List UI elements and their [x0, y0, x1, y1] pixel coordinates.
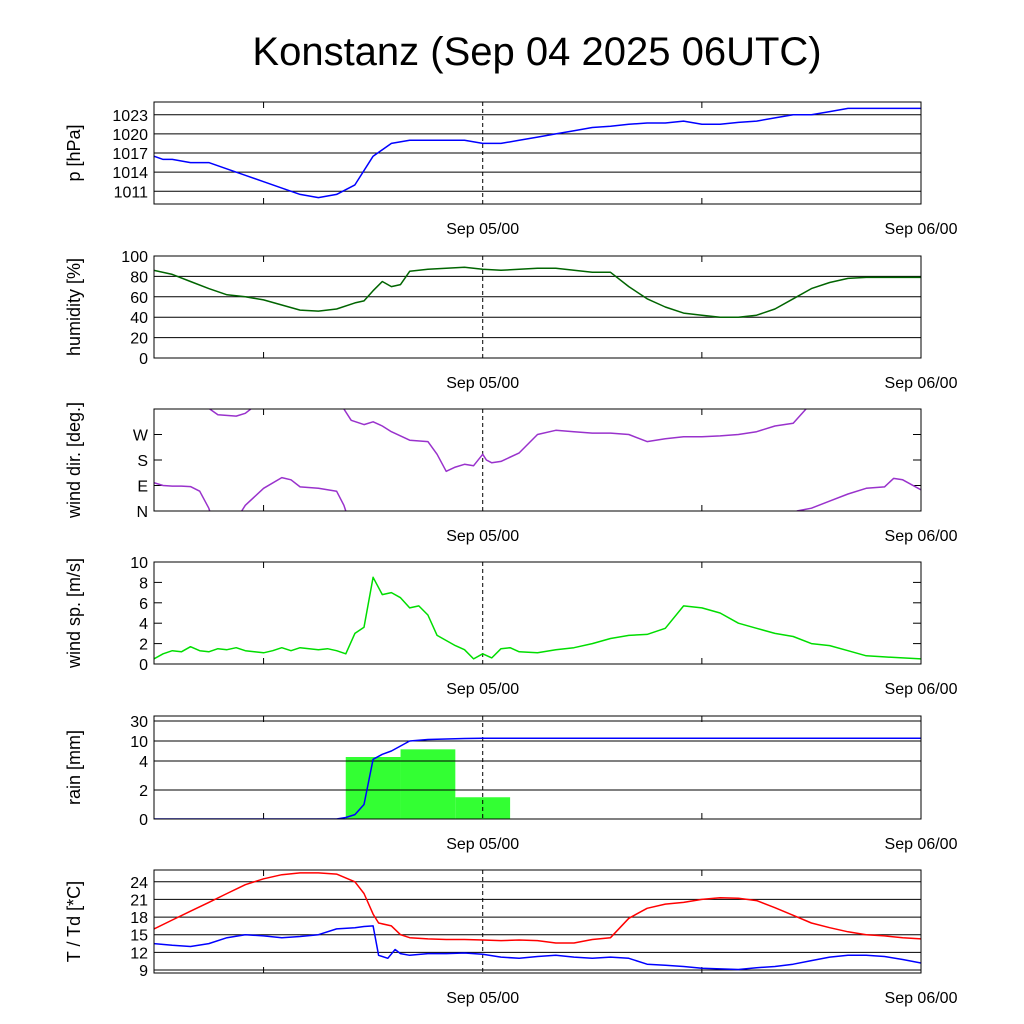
y-axis-label: humidity [%]	[64, 258, 84, 356]
x-tick-label: Sep 06/00	[885, 836, 958, 853]
panel-frame	[153, 561, 922, 665]
y-tick-label: 1017	[112, 146, 148, 163]
y-tick-label: 10	[130, 555, 148, 572]
y-axis-label: wind sp. [m/s]	[64, 558, 84, 669]
y-axis-label: wind dir. [deg.]	[64, 402, 84, 519]
series-group	[154, 107, 921, 199]
y-axis-label: rain [mm]	[64, 730, 84, 805]
series-line	[154, 266, 921, 318]
panel-frame	[153, 101, 922, 205]
y-tick-label: 1023	[112, 108, 148, 125]
chart-title: Konstanz (Sep 04 2025 06UTC)	[252, 30, 821, 74]
y-tick-label: 0	[139, 812, 148, 829]
y-tick-label: 0	[139, 657, 148, 674]
y-tick-label: 10	[130, 734, 148, 751]
y-tick-label: 9	[139, 963, 148, 980]
y-tick-label: W	[133, 428, 149, 445]
series-line	[154, 576, 921, 660]
x-tick-label: Sep 06/00	[885, 990, 958, 1007]
y-tick-label: 80	[130, 269, 148, 286]
panel-frame	[153, 715, 922, 820]
y-tick-label: 21	[130, 892, 148, 909]
y-tick-label: 8	[139, 575, 148, 592]
y-tick-label: 12	[130, 945, 148, 962]
rain-bar	[400, 749, 456, 819]
series-line	[154, 872, 921, 944]
x-tick-label: Sep 05/00	[446, 221, 519, 238]
series-group	[154, 409, 921, 511]
x-tick-label: Sep 06/00	[885, 681, 958, 698]
panel-frame	[153, 255, 922, 359]
panel-wind_speed: 0 2 4 6 8 10 Sep 05/00 Sep 06/00 wind sp. [m/s]	[64, 555, 958, 698]
x-tick-label: Sep 05/00	[446, 375, 519, 392]
y-tick-label: 6	[139, 596, 148, 613]
panel-rain: 0 2 4 10 30 Sep 05/00 Sep 06/00 rain [mm]	[64, 714, 958, 853]
y-tick-label: 15	[130, 928, 148, 945]
series-line	[343, 409, 807, 473]
y-tick-label: 100	[121, 249, 148, 266]
y-axis-label: T / Td [*C]	[64, 881, 84, 962]
panel-humidity: 0 20 40 60 80 100 Sep 05/00 Sep 06/00 humidity […	[64, 249, 958, 392]
series-line	[154, 107, 921, 199]
series-group	[154, 737, 921, 819]
y-tick-label: S	[137, 453, 148, 470]
y-tick-label: 40	[130, 310, 148, 327]
x-tick-label: Sep 05/00	[446, 528, 519, 545]
x-tick-label: Sep 06/00	[885, 375, 958, 392]
series-line	[154, 737, 921, 819]
y-tick-label: 1011	[114, 184, 149, 201]
series-group	[154, 872, 921, 971]
series-line	[209, 409, 252, 417]
panel-pressure: 1011 1014 1017 1020 1023 Sep 05/00 Sep 06/00 p …	[64, 101, 958, 238]
y-tick-label: 1020	[112, 127, 148, 144]
y-tick-label: 20	[130, 331, 148, 348]
y-tick-label: E	[137, 479, 148, 496]
y-tick-label: 18	[130, 910, 148, 927]
y-tick-label: 4	[139, 616, 148, 633]
rain-bar	[345, 757, 401, 819]
y-tick-label: N	[136, 504, 148, 521]
x-tick-label: Sep 05/00	[446, 681, 519, 698]
y-axis-label: p [hPa]	[64, 124, 84, 181]
x-tick-label: Sep 06/00	[885, 528, 958, 545]
series-group	[154, 576, 921, 660]
x-tick-label: Sep 05/00	[446, 990, 519, 1007]
y-tick-label: 2	[139, 637, 148, 654]
y-tick-label: 60	[130, 290, 148, 307]
y-tick-label: 4	[139, 754, 148, 771]
y-tick-label: 24	[130, 875, 148, 892]
x-tick-label: Sep 06/00	[885, 221, 958, 238]
y-tick-label: 1014	[112, 165, 148, 182]
series-line	[241, 476, 347, 511]
panel-frame	[153, 869, 922, 974]
y-tick-label: 0	[139, 351, 148, 368]
series-line	[154, 925, 921, 971]
series-group	[154, 266, 921, 318]
series-line	[796, 477, 921, 511]
y-tick-label: 30	[130, 714, 148, 731]
y-tick-label: 2	[139, 783, 148, 800]
panel-frame	[153, 408, 922, 512]
x-tick-label: Sep 05/00	[446, 836, 519, 853]
series-line	[154, 481, 211, 511]
